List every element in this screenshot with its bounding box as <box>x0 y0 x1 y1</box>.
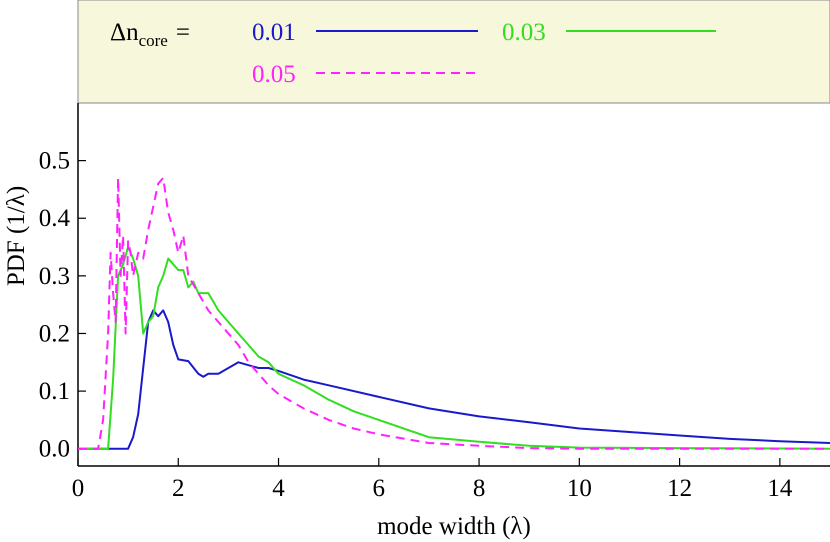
legend-title-main: Δn <box>110 19 139 46</box>
x-tick-label: 6 <box>373 475 386 502</box>
x-axis-label: mode width (λ) <box>377 513 531 540</box>
y-tick-label: 0.1 <box>39 378 70 405</box>
y-tick-label: 0.2 <box>39 320 70 347</box>
series-line-2 <box>78 176 830 450</box>
legend-label-series-1: 0.03 <box>502 19 546 46</box>
tick-labels: 0 2 4 6 8 10 12 14 0.0 0.1 0.2 0.3 0.4 0.5 <box>39 148 793 502</box>
x-tick-label: 4 <box>272 475 285 502</box>
x-tick-label: 14 <box>767 475 793 502</box>
y-tick-label: 0.4 <box>39 205 71 232</box>
ticks <box>77 160 781 466</box>
legend-title-eq: = <box>176 19 190 46</box>
legend-box <box>77 0 830 104</box>
x-tick-label: 12 <box>667 475 692 502</box>
y-tick-label: 0.3 <box>39 263 70 290</box>
y-tick-label: 0.0 <box>39 436 70 463</box>
legend-label-series-2: 0.05 <box>252 61 296 88</box>
legend-title: Δncore = <box>110 19 190 50</box>
series-line-0 <box>78 309 830 450</box>
series-lines <box>78 176 830 450</box>
x-tick-label: 8 <box>473 475 486 502</box>
x-tick-label: 2 <box>172 475 185 502</box>
legend-label-series-0: 0.01 <box>252 19 296 46</box>
y-axis-label: PDF (1/λ) <box>3 186 30 286</box>
series-line-1 <box>78 246 830 450</box>
x-tick-label: 0 <box>72 475 85 502</box>
legend: Δncore = 0.01 0.03 0.05 <box>110 19 716 88</box>
legend-title-sub: core <box>139 31 168 50</box>
x-tick-label: 10 <box>567 475 592 502</box>
y-tick-label: 0.5 <box>39 148 70 175</box>
